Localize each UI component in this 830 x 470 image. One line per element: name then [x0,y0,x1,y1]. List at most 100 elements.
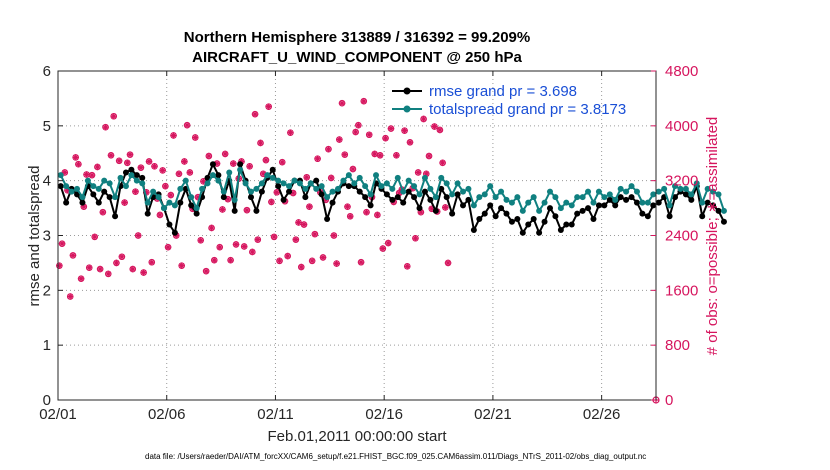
obs-assimilated-marker [249,249,256,255]
totalspread-point [220,188,227,195]
obs-count-point [382,134,389,142]
obs-count-point [210,256,218,264]
totalspread-point [623,188,630,195]
obs-assimilated-marker [246,163,253,169]
obs-assimilated-marker [200,178,207,185]
obs-assimilated-marker [151,163,158,169]
rmse-point [133,172,140,179]
rmse-point [623,196,630,203]
x-tick-label: 02/06 [148,406,186,423]
totalspread-point [318,183,325,190]
obs-assimilated-marker [149,259,155,265]
totalspread-point [199,185,206,192]
totalspread-point [150,188,157,195]
y-tick-label-right: 0 [665,392,673,409]
obs-assimilated-marker [380,245,386,252]
rmse-point [90,191,97,198]
obs-assimilated-marker [132,188,139,195]
obs-assimilated-marker [431,123,438,130]
obs-assimilated-marker [290,190,296,196]
rmse-point [139,174,146,181]
obs-count-point [102,123,109,131]
obs-count-point [412,234,419,242]
chart-title-line1: Northern Hemisphere 313889 / 316392 = 99… [184,29,530,46]
obs-assimilated-marker [73,154,79,161]
totalspread-point [269,174,276,181]
totalspread-point [503,196,510,203]
obs-assimilated-marker [442,204,449,211]
obs-count-point [129,265,137,273]
obs-assimilated-marker [366,132,372,138]
obs-assimilated-marker [227,257,234,263]
obs-count-point [349,165,357,173]
obs-count-point [88,171,96,179]
axes: 02/01 02/06 02/11 02/16 02/21 02/26 0 1 2 3 4 5 6 0 80… [39,63,698,423]
obs-assimilated-marker [257,140,264,146]
totalspread-point [617,185,624,192]
totalspread-point [215,177,222,184]
rmse-point [215,172,222,179]
obs-count-point [240,243,248,250]
obs-count-point [352,128,359,136]
rmse-point [209,161,216,168]
rmse-point [362,194,369,201]
obs-count-point [148,258,156,266]
obs-assimilated-marker [100,209,106,215]
obs-assimilated-marker [304,174,310,180]
obs-assimilated-marker [187,169,193,176]
obs-assimilated-marker [301,221,307,228]
totalspread-point [552,194,559,201]
obs-assimilated-marker [124,160,130,166]
totalspread-point [334,185,341,192]
obs-assimilated-marker [331,232,337,239]
rmse-point [682,191,689,198]
totalspread-point [296,180,303,187]
rmse-point [672,194,679,201]
rmse-point [400,199,407,206]
obs-assimilated-marker [255,236,261,243]
obs-assimilated-marker [146,158,152,165]
rmse-point [536,229,543,236]
rmse-point [144,210,151,217]
rmse-point [356,188,363,195]
obs-assimilated-marker [108,152,114,158]
obs-count-point [268,198,275,206]
rmse-point [628,194,635,201]
obs-count-point [219,206,226,213]
obs-assimilated-marker [320,254,326,261]
obs-count-point [314,155,321,163]
obs-count-point [333,260,340,267]
totalspread-point [672,183,679,190]
obs-count-point [216,243,224,251]
totalspread-point [476,194,483,201]
rmse-point [106,194,113,201]
totalspread-point [661,185,668,192]
rmse-point [193,210,200,217]
obs-count-point [251,110,259,118]
obs-assimilated-marker [309,258,315,264]
obs-assimilated-marker [388,125,394,132]
obs-assimilated-marker [181,158,188,165]
obs-assimilated-marker [415,169,421,176]
totalspread-point [492,194,499,201]
totalspread-point [68,188,75,195]
obs-assimilated-marker [287,130,294,136]
obs-count-point [306,203,313,211]
obs-count-point [145,158,153,165]
obs-assimilated-marker [59,241,65,247]
obs-count-point [181,158,188,165]
totalspread-point [329,188,336,195]
obs-count-point [365,131,373,139]
obs-count-point [384,239,392,247]
obs-count-point [363,208,370,216]
obs-count-point [376,152,384,159]
obs-count-point [197,236,205,244]
obs-assimilated-marker [233,241,239,248]
totalspread-point [117,174,124,181]
totalspread-point [340,177,347,184]
obs-count-point [444,259,452,267]
totalspread-point [530,194,537,201]
rmse-point [546,205,553,212]
totalspread-point [242,180,249,187]
totalspread-point [633,188,640,195]
